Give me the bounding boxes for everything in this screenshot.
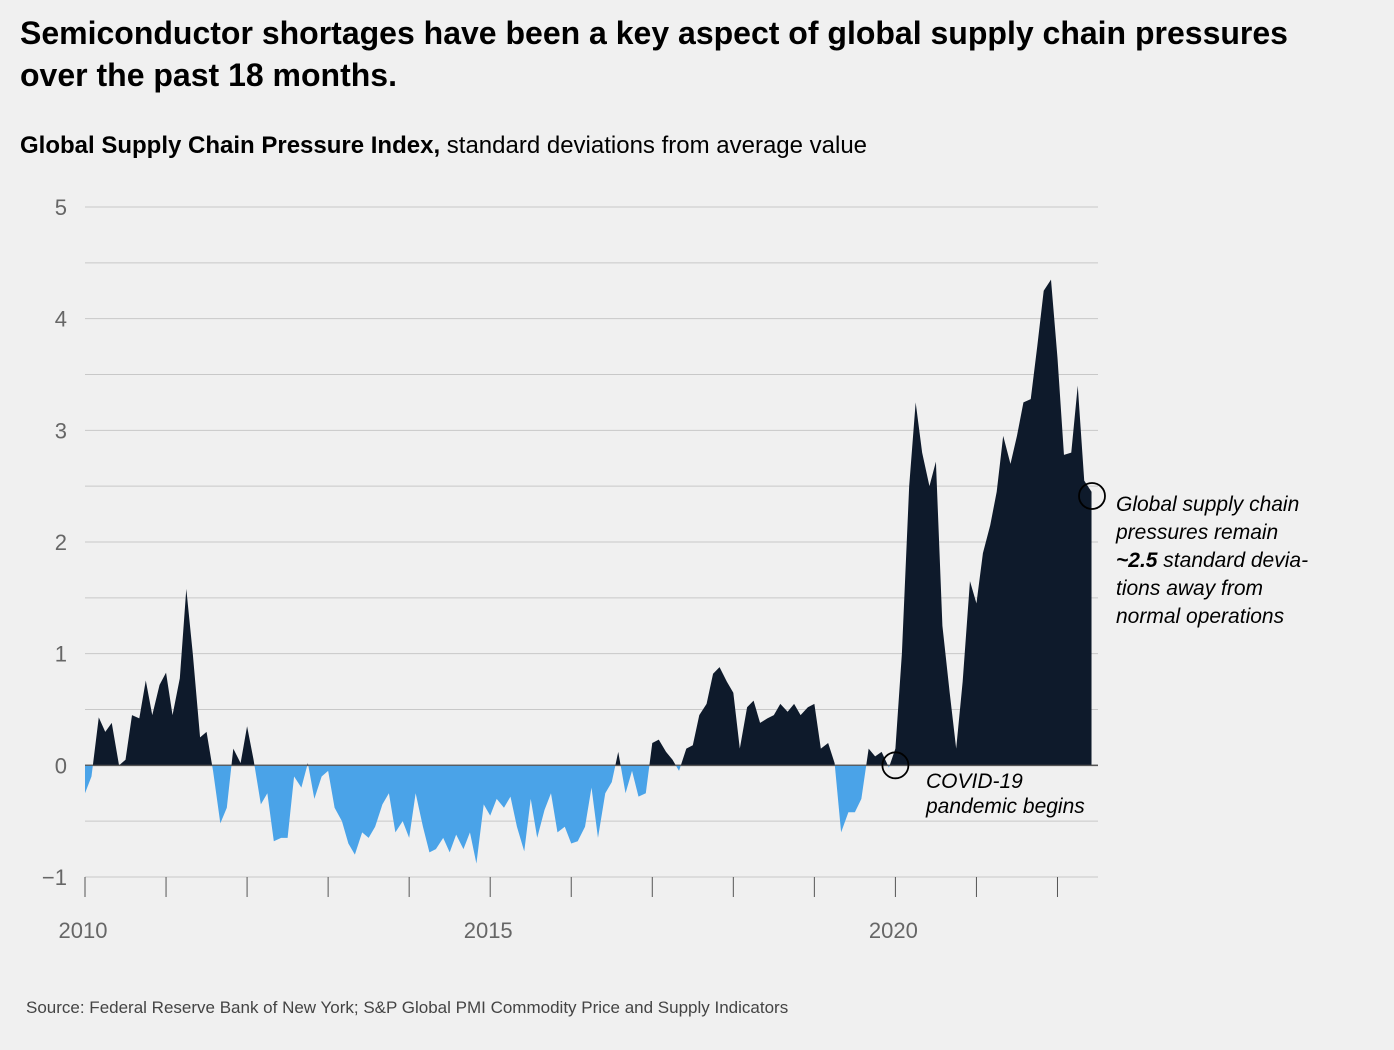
x-tick-label: 2010: [59, 918, 108, 943]
axes: 5 4 3 2 1 0 −1 2010 2015 2020: [42, 195, 1058, 943]
current-value-marker-circle: [1078, 482, 1106, 510]
area-positive: [85, 279, 1092, 766]
area-negative: [85, 765, 890, 864]
area-series: [85, 279, 1098, 864]
current-annotation-line: normal operations: [1116, 605, 1285, 628]
source-note: Source: Federal Reserve Bank of New York…: [26, 998, 789, 1017]
current-annotation-line: Global supply chain: [1116, 493, 1299, 516]
x-tick-label: 2015: [464, 918, 513, 943]
covid-annotation-line: COVID-19: [926, 770, 1023, 793]
y-tick-label: 2: [55, 530, 67, 555]
annotation-bold-value: ~2.5: [1116, 549, 1158, 572]
current-annotation-line: ~2.5 standard devia-: [1116, 549, 1308, 572]
current-annotation-line: pressures remain: [1115, 521, 1278, 544]
annotation-text-rest: standard devia-: [1157, 549, 1308, 572]
x-tick-label: 2020: [869, 918, 918, 943]
y-tick-label: 1: [55, 642, 67, 667]
covid-annotation-line: pandemic begins: [925, 795, 1085, 818]
y-tick-label: −1: [42, 865, 67, 890]
y-tick-label: 5: [55, 195, 67, 220]
y-tick-label: 4: [55, 307, 67, 332]
subtitle-metric-name: Global Supply Chain Pressure Index,: [20, 132, 441, 159]
grid-lines: [85, 206, 1098, 878]
y-tick-label: 0: [55, 753, 67, 778]
subtitle-unit: standard deviations from average value: [440, 132, 868, 159]
covid-marker-circle: [881, 751, 910, 780]
current-annotation-line: tions away from: [1116, 577, 1263, 600]
y-tick-label: 3: [55, 418, 67, 443]
chart-headline: Semiconductor shortages have been a key …: [20, 15, 1288, 93]
chart-subtitle: Global Supply Chain Pressure Index, stan…: [20, 130, 867, 162]
